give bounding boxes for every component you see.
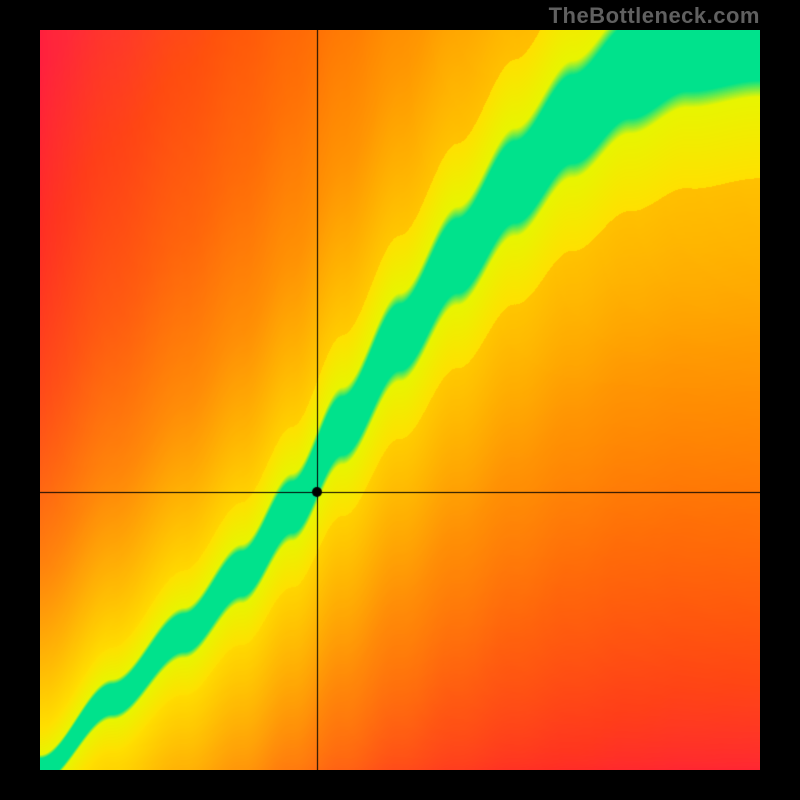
bottleneck-heatmap	[40, 30, 760, 770]
watermark-text: TheBottleneck.com	[549, 3, 760, 29]
